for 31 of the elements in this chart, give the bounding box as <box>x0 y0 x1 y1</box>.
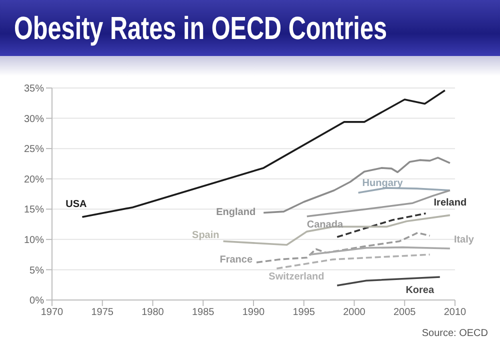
y-tick-label: 0% <box>30 296 44 307</box>
chart-title: Obesity Rates in OECD Contries <box>14 9 387 48</box>
y-tick-label: 35% <box>24 84 44 95</box>
x-tick-label: 1995 <box>292 307 316 318</box>
series-label: Spain <box>192 230 220 242</box>
line-series <box>256 232 431 264</box>
series-label: Switzerland <box>268 272 324 283</box>
series-label: Hungary <box>362 178 404 189</box>
y-tick-label: 10% <box>24 234 44 246</box>
source-note: Source: OECD <box>422 328 488 339</box>
x-tick-label: 1975 <box>91 307 114 318</box>
x-tick-label: 1990 <box>242 307 266 318</box>
x-tick-label: 2010 <box>444 307 467 318</box>
y-tick-label: 5% <box>30 265 44 276</box>
series-label: Korea <box>406 284 434 296</box>
y-tick-label: 15% <box>24 204 44 216</box>
series-label: England <box>216 206 256 218</box>
x-tick-label: 1980 <box>142 307 164 318</box>
line-series <box>309 246 451 256</box>
series-label: Ireland <box>434 197 467 208</box>
x-tick-label: 2000 <box>343 307 366 318</box>
x-tick-label: 1970 <box>40 307 64 318</box>
series-label: Italy <box>454 234 474 246</box>
y-tick-label: 30% <box>24 114 44 125</box>
series-label: France <box>220 254 253 266</box>
x-tick-label: 1985 <box>192 307 215 318</box>
y-tick-label: 25% <box>24 144 44 156</box>
series-label: USA <box>66 199 87 210</box>
x-tick-label: 2005 <box>394 307 416 318</box>
y-tick-label: 20% <box>24 174 44 186</box>
series-label: Canada <box>306 219 344 230</box>
